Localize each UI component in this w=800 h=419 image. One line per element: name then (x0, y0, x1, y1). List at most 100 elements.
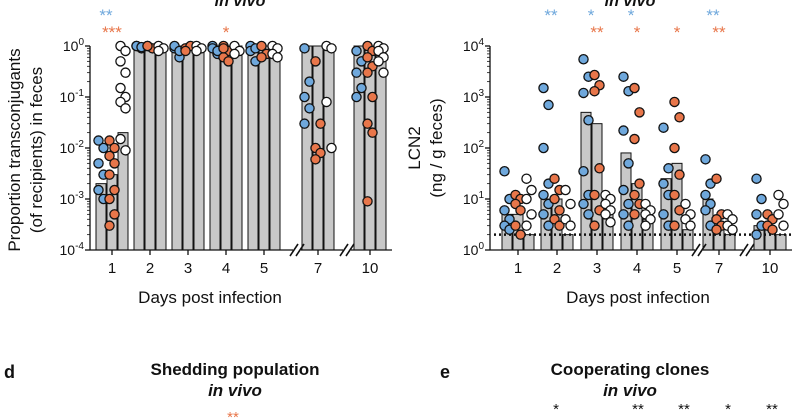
significance-blue-day-4: * (628, 6, 635, 25)
point-blue-day-2 (538, 209, 549, 220)
point-white-day-3 (605, 217, 616, 228)
axis-break-mark (691, 243, 701, 257)
significance-orange-day-4: * (634, 23, 641, 42)
point-orange-day-7 (711, 224, 722, 235)
point-white-day-2 (153, 45, 164, 57)
panel-e-sig: * (553, 401, 559, 418)
x-tick-label-day-7: 7 (314, 260, 322, 277)
point-blue-day-7 (700, 189, 711, 201)
x-tick-label-day-3: 3 (184, 260, 192, 277)
point-blue-day-7 (700, 154, 711, 165)
point-orange-day-4 (223, 56, 234, 67)
bar-white-day-2 (155, 45, 167, 251)
point-blue-day-3 (578, 53, 589, 65)
point-blue-day-7 (299, 43, 310, 54)
point-white-day-2 (565, 198, 576, 210)
point-orange-day-5 (674, 205, 685, 216)
point-orange-day-1 (104, 135, 115, 146)
bar-orange-day-4 (220, 45, 232, 251)
point-orange-day-7 (310, 56, 321, 67)
point-white-day-2 (560, 184, 571, 196)
point-blue-day-5 (663, 163, 674, 174)
point-orange-day-3 (589, 69, 600, 81)
panel-d-letter: d (4, 362, 15, 382)
point-orange-day-7 (711, 173, 722, 184)
point-white-day-1 (120, 67, 131, 78)
right-chart-title: in vivo (605, 0, 656, 10)
point-white-day-1 (120, 145, 131, 156)
point-blue-day-1 (93, 184, 104, 196)
significance-blue-day-3: * (588, 6, 595, 25)
point-white-day-10 (778, 198, 789, 210)
point-blue-day-4 (618, 209, 629, 220)
point-white-day-5 (685, 220, 696, 231)
point-orange-day-5 (674, 112, 685, 123)
point-white-day-7 (727, 224, 738, 235)
point-blue-day-2 (538, 142, 549, 154)
point-white-day-5 (272, 52, 283, 63)
bar-orange-day-5 (258, 45, 270, 251)
point-blue-day-10 (751, 209, 762, 220)
bar-blue-day-4 (209, 45, 221, 251)
panel-e-sig: * (725, 401, 731, 418)
point-blue-day-10 (751, 173, 762, 184)
significance-blue-day-7: ** (706, 6, 720, 25)
point-orange-day-1 (104, 169, 115, 180)
y-tick-label: 101 (463, 190, 485, 207)
point-white-day-1 (521, 193, 532, 205)
significance-orange-day-3: ** (590, 23, 604, 42)
bar-white-day-5 (682, 229, 694, 251)
x-tick-label-day-5: 5 (260, 260, 268, 277)
point-orange-day-7 (315, 118, 326, 129)
point-orange-day-1 (515, 229, 526, 240)
point-blue-day-4 (618, 71, 629, 82)
panel-d-title: Shedding population (150, 360, 319, 379)
point-white-day-10 (373, 56, 384, 67)
point-orange-day-10 (367, 127, 378, 138)
point-blue-day-4 (618, 125, 629, 136)
x-tick-label-day-10: 10 (362, 260, 379, 277)
axis-break-mark (745, 243, 755, 257)
point-blue-day-3 (583, 209, 594, 220)
point-white-day-4 (229, 48, 240, 60)
point-blue-day-7 (304, 76, 315, 87)
point-blue-day-1 (98, 142, 109, 154)
bar-white-day-5 (269, 45, 281, 251)
point-orange-day-1 (109, 184, 120, 196)
right-y-axis-label-line2: (ng / g feces) (427, 98, 446, 197)
point-white-day-1 (120, 103, 131, 114)
point-orange-day-3 (589, 85, 600, 97)
point-orange-day-5 (669, 96, 680, 108)
point-blue-day-10 (351, 91, 362, 103)
axis-break-mark (739, 243, 749, 257)
y-tick-label: 10-3 (60, 190, 85, 207)
point-orange-day-5 (256, 52, 267, 63)
right-y-axis-label-line1: LCN2 (405, 126, 424, 169)
point-orange-day-4 (218, 43, 229, 54)
y-tick-label: 10-1 (60, 88, 85, 105)
point-blue-day-5 (658, 209, 669, 220)
point-blue-day-1 (499, 205, 510, 216)
point-white-day-1 (521, 220, 532, 231)
axis-break-mark (289, 243, 299, 257)
point-orange-day-10 (362, 118, 373, 129)
point-white-day-1 (526, 184, 537, 196)
point-orange-day-7 (310, 154, 321, 165)
point-blue-day-3 (583, 115, 594, 126)
point-blue-day-7 (299, 91, 310, 103)
point-blue-day-1 (93, 135, 104, 146)
point-blue-day-4 (623, 198, 634, 210)
point-blue-day-4 (618, 184, 629, 196)
significance-orange-day-4: * (223, 23, 230, 42)
point-white-day-1 (120, 45, 131, 57)
x-tick-label-day-2: 2 (146, 260, 154, 277)
panel-d-subtitle: in vivo (208, 381, 262, 400)
y-tick-label: 102 (463, 139, 485, 156)
point-blue-day-5 (658, 122, 669, 133)
point-orange-day-5 (256, 40, 267, 52)
point-white-day-3 (600, 209, 611, 220)
point-white-day-5 (680, 198, 691, 210)
left-x-axis-label: Days post infection (138, 288, 282, 307)
point-orange-day-1 (510, 220, 521, 231)
